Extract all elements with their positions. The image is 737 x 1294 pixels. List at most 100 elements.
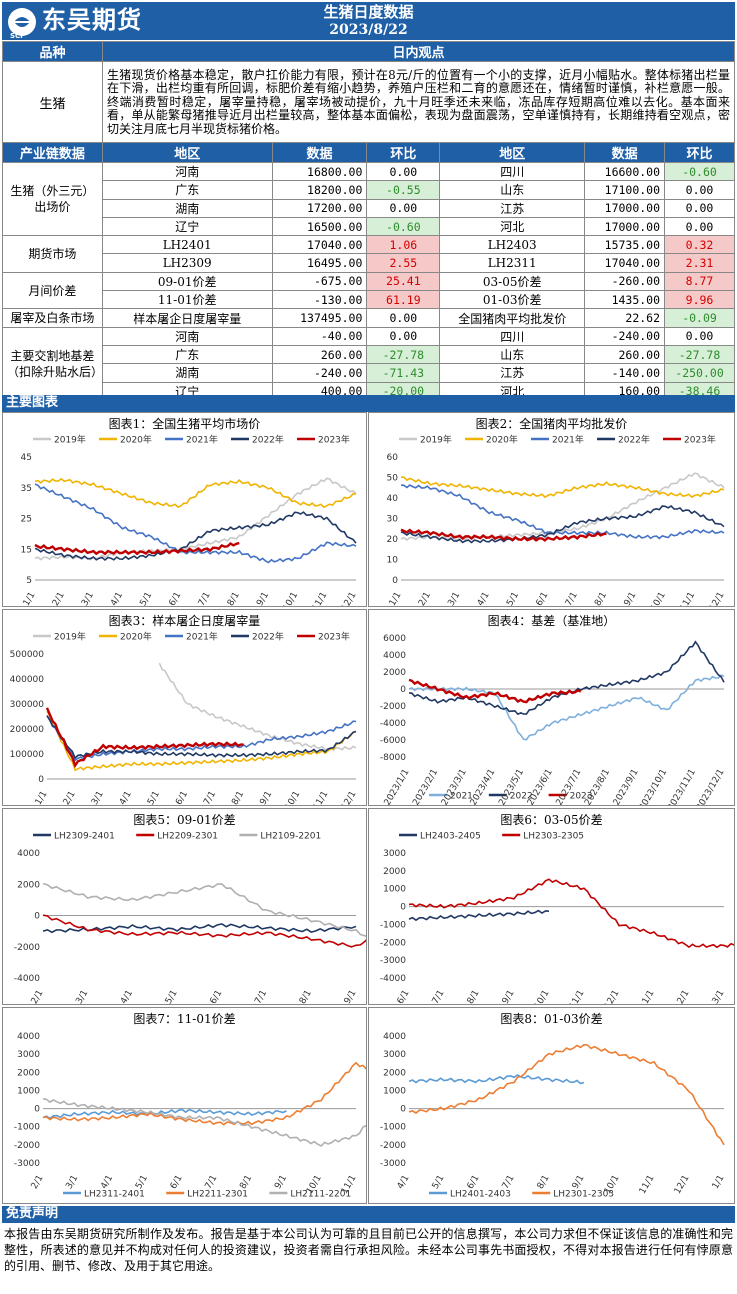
x-tick-label: 7/1 — [202, 790, 218, 806]
x-tick-label: 12/1 — [340, 790, 359, 806]
y-tick-label: 1000 — [383, 1086, 406, 1096]
cell-change: 0.00 — [664, 326, 735, 346]
x-tick-label: 2/1 — [30, 1174, 46, 1192]
series-line-5 — [34, 541, 240, 556]
y-tick-label: 2000 — [17, 880, 40, 890]
legend-label: 2019年 — [420, 434, 452, 446]
x-tick-label: 2/1 — [30, 989, 46, 1005]
y-tick-label: 10 — [387, 556, 399, 566]
x-tick-label: 9/1 — [258, 790, 274, 806]
x-tick-label: 7/1 — [501, 1174, 517, 1192]
cell-region: 09-01价差 — [101, 271, 273, 292]
series-line-3 — [42, 1098, 366, 1147]
cell-change: 2.31 — [664, 253, 735, 273]
x-tick-label: 2023/12/1 — [695, 768, 727, 806]
y-tick-label: -4000 — [380, 974, 406, 984]
th-change: 环比 — [366, 142, 441, 163]
series-line-2 — [408, 640, 725, 716]
logo-sub: SCF — [10, 32, 25, 40]
x-tick-label: 3/1 — [711, 989, 727, 1005]
cell-change: 0.00 — [366, 308, 441, 328]
y-tick-label: 25 — [21, 515, 32, 525]
cell-value: 17000.00 — [584, 198, 666, 218]
viewpoint-table: 品种 日内观点 生猪 生猪现货价格基本稳定，散户扛价能力有限，预计在8元/斤的位… — [2, 41, 735, 144]
x-tick-label: 12/1 — [708, 591, 727, 607]
chart-svg: LH2401-2403 LH2301-2303 -3000 -2000 -1000 0 10… — [380, 1032, 727, 1200]
cell-value: 16600.00 — [584, 161, 666, 182]
charts-section-title: 主要图表 — [2, 395, 735, 412]
chart-svg: 2019年 2020年 2021年 2022年 2023年 0 100000 200000 30… — [10, 631, 359, 806]
x-tick-label: 11/1 — [638, 1174, 657, 1197]
chart-title: 图表8：01-03价差 — [500, 1012, 603, 1026]
y-tick-label: 3000 — [383, 1050, 406, 1060]
x-tick-label: 11/1 — [568, 989, 587, 1005]
cell-change: 61.19 — [366, 290, 441, 310]
x-tick-label: 1/1 — [711, 1174, 727, 1192]
y-tick-label: 2000 — [383, 1068, 406, 1078]
legend-label: 2020年 — [120, 434, 152, 446]
x-tick-label: 3/1 — [446, 591, 462, 607]
x-tick-label: 8/1 — [593, 591, 609, 607]
y-tick-label: 2000 — [17, 1068, 40, 1078]
cell-change: 0.00 — [366, 326, 441, 346]
x-tick-label: 3/1 — [64, 1174, 80, 1192]
cell-value: 17200.00 — [271, 198, 368, 218]
series-line-4 — [46, 715, 357, 760]
x-tick-label: 2023/10/1 — [638, 768, 670, 806]
x-tick-label: 9/1 — [623, 591, 639, 607]
x-tick-label: 4/1 — [99, 1174, 115, 1192]
view-text: 生猪现货价格基本稳定，散户扛价能力有限，预计在8元/斤的位置有一个小的支撑，近月… — [102, 61, 735, 144]
series-line-1 — [400, 472, 725, 542]
y-tick-label: -3000 — [14, 1159, 40, 1169]
y-tick-label: -3000 — [380, 956, 406, 966]
x-tick-label: 5/1 — [134, 1174, 150, 1192]
y-tick-label: -1000 — [380, 920, 406, 930]
y-tick-label: 2000 — [383, 867, 406, 877]
series-line-1 — [42, 1108, 287, 1120]
x-tick-label: 10/1 — [533, 989, 552, 1005]
th-region: 地区 — [101, 142, 273, 163]
cell-change: 0.00 — [664, 180, 735, 200]
x-tick-label: 4/1 — [109, 591, 125, 607]
cell-value: -130.00 — [271, 290, 368, 310]
logo-text: 东吴期货 — [42, 6, 142, 34]
y-tick-label: 400000 — [10, 675, 45, 685]
x-tick-label: 1/1 — [22, 591, 38, 607]
cell-region: 山东 — [439, 344, 586, 365]
cell-change: 0.00 — [664, 198, 735, 218]
cell-change: -0.60 — [366, 216, 441, 237]
series-line-1 — [408, 1074, 585, 1085]
chart-svg: 2019年 2020年 2021年 2022年 2023年 5 15 25 35 45 1/1 2/1… — [21, 434, 359, 607]
legend-label: 2020年 — [120, 631, 152, 643]
y-tick-label: 35 — [21, 484, 32, 494]
table-header-row: 产业链数据 地区 数据 环比 地区 数据 环比 — [2, 142, 735, 163]
th-value-2: 数据 — [584, 142, 666, 163]
cell-value: 137495.00 — [271, 308, 368, 328]
table-row: 湖南 -240.00 -71.43 江苏 -140.00 -250.00 — [3, 363, 735, 383]
legend-label: 2022年 — [252, 434, 284, 446]
x-tick-label: 6/1 — [396, 989, 412, 1005]
x-tick-label: 2/1 — [51, 591, 67, 607]
report-date: 2023/8/22 — [329, 22, 408, 38]
cell-change: -0.60 — [664, 161, 735, 182]
chart-title: 图表4：基差（基准地） — [487, 614, 616, 628]
cell-region: 01-03价差 — [439, 290, 586, 310]
cell-region: 湖南 — [101, 363, 273, 383]
y-tick-label: 60 — [387, 453, 399, 463]
y-tick-label: 4000 — [383, 651, 406, 661]
series-line-2 — [42, 1061, 366, 1126]
cell-value: -240.00 — [271, 363, 368, 383]
cell-value: 18200.00 — [271, 180, 368, 200]
cell-change: 8.77 — [664, 271, 735, 292]
cell-region: 03-05价差 — [439, 271, 586, 292]
chart-svg: LH2309-2401 LH2209-2301 LH2109-2201 -4000 -2… — [14, 832, 366, 1005]
x-tick-label: 2023/1/1 — [383, 768, 412, 806]
series-line-1 — [42, 923, 357, 934]
cell-region: 辽宁 — [101, 216, 273, 237]
series-line-5 — [400, 528, 607, 542]
chart-title: 图表6：03-05价差 — [500, 813, 603, 827]
y-tick-label: -2000 — [380, 702, 406, 712]
x-tick-label: 8/1 — [238, 1174, 254, 1192]
x-tick-label: 1/1 — [34, 790, 50, 806]
col-view-header: 日内观点 — [102, 41, 735, 62]
